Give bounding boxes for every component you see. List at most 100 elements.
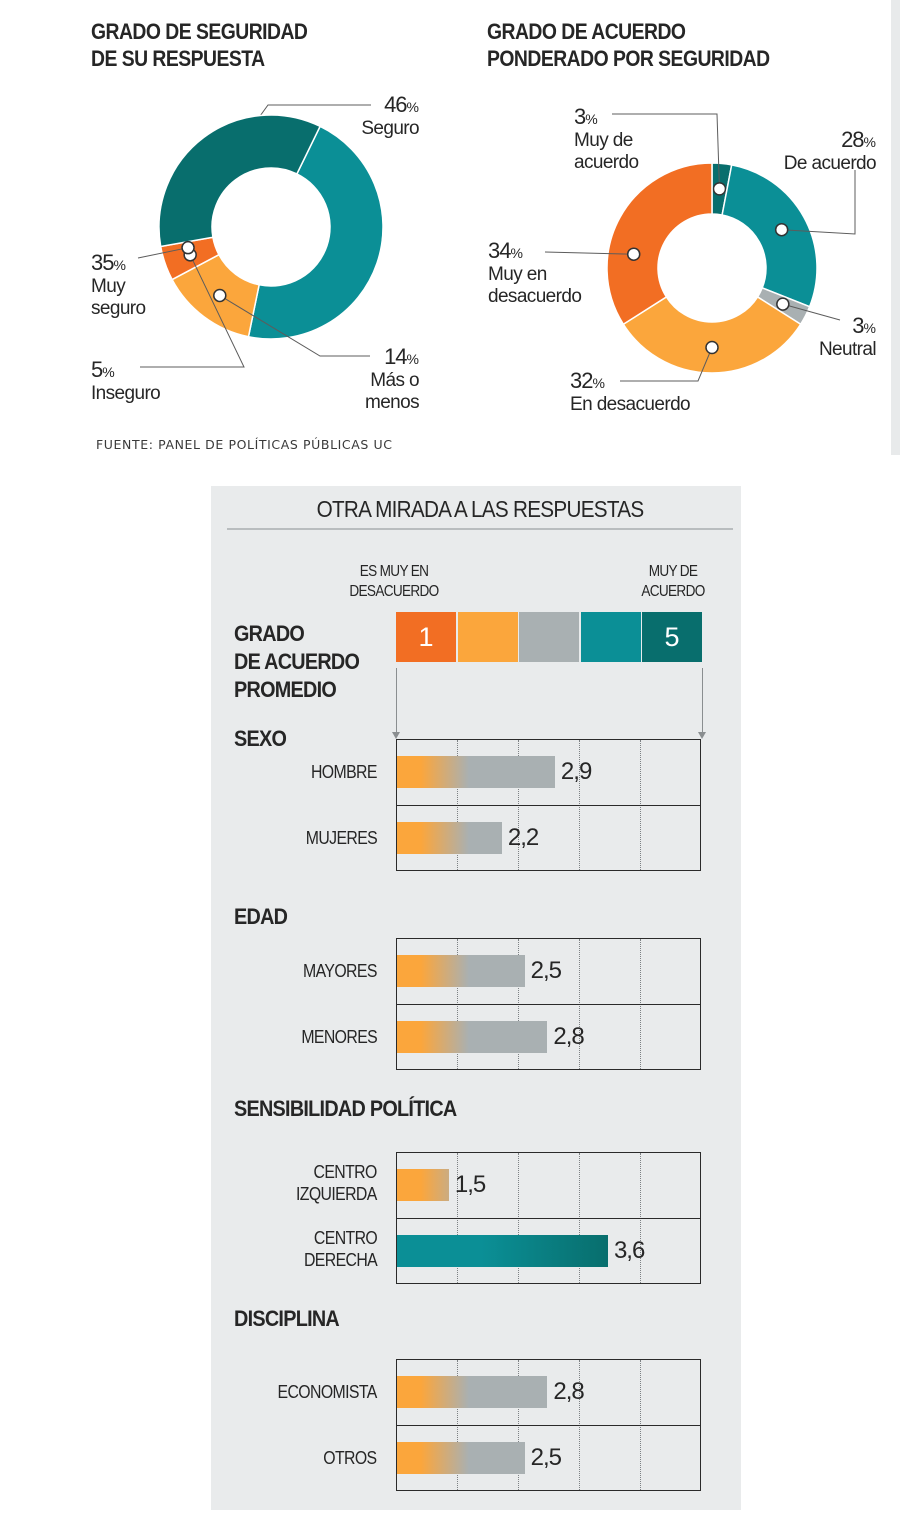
bar-grid <box>396 1152 701 1284</box>
source-note: FUENTE: PANEL DE POLÍTICAS PÚBLICAS UC <box>96 437 393 452</box>
group-title: DISCIPLINA <box>234 1306 340 1331</box>
donut2-slice-3 <box>622 295 802 374</box>
scale-high-line1: MUY DE <box>648 563 698 580</box>
row-label: HOMBRE <box>311 762 377 782</box>
donut2-leader-3 <box>620 347 713 382</box>
slice-pct-label: 14% <box>384 344 419 369</box>
grado-line2: DE ACUERDO <box>234 649 360 674</box>
donut2-marker-1 <box>774 222 789 237</box>
bar-value: 2,2 <box>507 824 539 851</box>
slice-pct-label: 5% <box>91 357 115 382</box>
donut2-slice-1 <box>721 163 818 308</box>
grado-line3: PROMEDIO <box>234 677 337 702</box>
donut1-leader-1 <box>219 295 370 357</box>
grid-row-divider <box>397 805 700 806</box>
scale-cell-4 <box>580 612 641 662</box>
grid-row-divider <box>397 1218 700 1219</box>
grado-line1: GRADO <box>234 621 305 646</box>
arrow-down-icon <box>392 732 400 739</box>
slice-name-label: seguro <box>91 298 146 319</box>
bar-value: 2,9 <box>560 758 592 785</box>
comparison-panel: OTRA MIRADA A LAS RESPUESTAS ES MUY EN D… <box>211 486 741 1510</box>
scale-high-line2: ACUERDO <box>641 583 705 600</box>
scale-cell-3 <box>519 612 579 662</box>
scale-low-label: ES MUY EN DESACUERDO <box>339 562 450 602</box>
slice-name-label: Muy de <box>574 130 633 151</box>
slice-name-label: acuerdo <box>574 152 638 173</box>
bar-grid <box>396 739 701 871</box>
slice-name-label: Más o <box>370 370 419 391</box>
bar <box>397 756 555 788</box>
donut1-slice-0 <box>247 125 384 340</box>
scale-low-line1: ES MUY EN <box>359 563 429 580</box>
chart1-title-line1: GRADO DE SEGURIDAD <box>91 19 308 44</box>
slice-name-label: Inseguro <box>91 383 160 404</box>
scale-high-label: MUY DE ACUERDO <box>631 562 716 602</box>
row-label: CENTRO DERECHA <box>303 1228 378 1270</box>
scale-cell-2 <box>457 612 518 662</box>
bar <box>397 822 502 854</box>
donut1-slice-3 <box>158 114 322 248</box>
bar-value: 2,8 <box>553 1378 584 1405</box>
donut1-marker-1 <box>213 288 227 303</box>
bar-value: 2,8 <box>553 1023 584 1050</box>
scale-cell-5: 5 <box>642 612 702 662</box>
grado-label: GRADO DE ACUERDO PROMEDIO <box>234 620 360 704</box>
row-label: MAYORES <box>303 961 377 981</box>
slice-name-label: Muy en <box>488 264 547 285</box>
donut2-marker-4 <box>626 247 641 261</box>
row-label: MUJERES <box>305 828 378 848</box>
scale-legend: 1 5 <box>396 612 702 662</box>
slice-name-label: menos <box>365 392 419 413</box>
slice-pct-label: 35% <box>91 250 126 275</box>
donut2-marker-2 <box>776 297 790 311</box>
slice-name-label: Neutral <box>819 339 876 360</box>
grid-row-divider <box>397 1004 700 1005</box>
scale-cell-1: 1 <box>396 612 456 662</box>
bar-value: 2,5 <box>530 1444 562 1471</box>
scale-low-line2: DESACUERDO <box>349 583 439 600</box>
slice-name-label: Seguro <box>361 118 419 139</box>
donut2-label-2: 3%Neutral <box>819 313 877 360</box>
bar <box>397 1376 548 1408</box>
group-title: EDAD <box>234 904 288 929</box>
slice-pct-label: 32% <box>570 368 605 393</box>
donut1-label-0: 46%Seguro <box>361 92 419 139</box>
scale-arrow-right-line <box>702 668 703 734</box>
chart2-title-line2: PONDERADO POR SEGURIDAD <box>487 46 770 71</box>
donut1-leader-3 <box>137 247 189 259</box>
donut2-leader-4 <box>544 251 634 255</box>
bar <box>397 955 525 987</box>
donut2-label-3: 32%En desacuerdo <box>570 368 691 415</box>
row-label: MENORES <box>301 1027 377 1047</box>
donut2-marker-0 <box>712 182 727 196</box>
chart1-title: GRADO DE SEGURIDAD DE SU RESPUESTA <box>91 18 308 72</box>
slice-name-label: De acuerdo <box>784 153 876 174</box>
row-label: OTROS <box>323 1448 378 1468</box>
donut2-leader-0 <box>612 113 720 189</box>
bar-grid <box>396 1359 701 1491</box>
donut1-marker-3 <box>181 240 195 255</box>
bar-value: 3,6 <box>613 1237 645 1264</box>
slice-name-label: En desacuerdo <box>570 394 690 415</box>
bar <box>397 1235 608 1267</box>
right-divider <box>891 0 900 455</box>
panel-title-rule <box>227 528 733 530</box>
group-title: SENSIBILIDAD POLÍTICA <box>234 1096 457 1121</box>
bar-value: 1,5 <box>454 1171 486 1198</box>
donut2-marker-3 <box>705 340 719 355</box>
bar <box>397 1442 525 1474</box>
slice-pct-label: 28% <box>841 127 876 152</box>
slice-pct-label: 3% <box>852 313 876 338</box>
scale-arrow-left-line <box>396 668 397 734</box>
grid-row-divider <box>397 1425 700 1426</box>
donut1-label-2: 5%Inseguro <box>91 357 161 404</box>
bar <box>397 1169 449 1201</box>
panel-title: OTRA MIRADA A LAS RESPUESTAS <box>316 496 645 522</box>
chart1-title-line2: DE SU RESPUESTA <box>91 46 265 71</box>
slice-name-label: Muy <box>91 276 126 297</box>
bar <box>397 1021 548 1053</box>
